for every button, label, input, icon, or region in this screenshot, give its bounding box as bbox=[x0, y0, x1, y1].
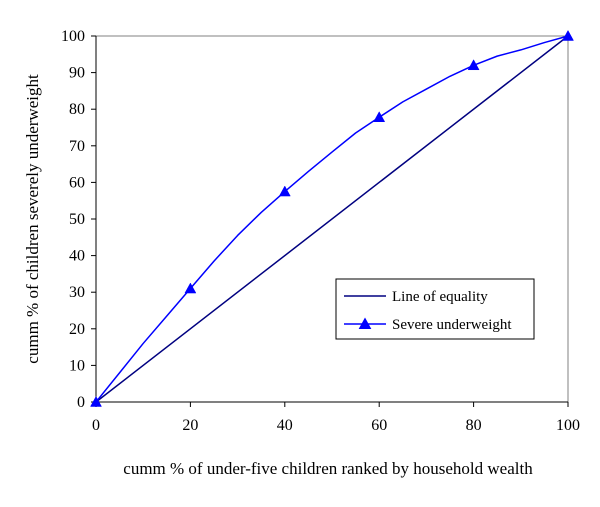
legend-label-severe-underweight: Severe underweight bbox=[392, 317, 512, 333]
series-line-severe-underweight bbox=[95, 35, 569, 403]
x-tick-label: 40 bbox=[277, 417, 293, 434]
data-point-marker bbox=[562, 29, 574, 41]
x-axis-title: cumm % of under-five children ranked by … bbox=[123, 459, 533, 478]
y-tick-label: 50 bbox=[69, 211, 85, 228]
data-point-marker bbox=[278, 185, 291, 197]
x-axis: 0 20 40 60 80 100 bbox=[92, 401, 580, 434]
y-axis-title: cumm % of children severely underweight bbox=[23, 74, 42, 364]
y-tick-label: 100 bbox=[61, 28, 85, 45]
x-tick-label: 0 bbox=[92, 417, 100, 434]
y-tick-label: 30 bbox=[69, 284, 85, 301]
y-axis: 0 10 20 30 40 50 60 70 80 90 100 bbox=[61, 28, 97, 411]
x-tick-label: 80 bbox=[466, 417, 482, 434]
y-tick-label: 10 bbox=[69, 357, 85, 374]
y-tick-label: 60 bbox=[69, 174, 85, 191]
x-tick-label: 60 bbox=[371, 417, 387, 434]
legend-label-line-of-equality: Line of equality bbox=[392, 289, 488, 305]
y-tick-label: 70 bbox=[69, 138, 85, 155]
legend-marker-severe-underweight bbox=[358, 317, 372, 329]
y-tick-label: 20 bbox=[69, 321, 85, 338]
x-tick-label: 100 bbox=[556, 417, 580, 434]
data-point-marker bbox=[90, 395, 102, 407]
x-tick-label: 20 bbox=[182, 417, 198, 434]
y-tick-label: 0 bbox=[77, 394, 85, 411]
y-tick-label: 40 bbox=[69, 248, 85, 265]
series-line-line-of-equality bbox=[95, 35, 569, 403]
y-tick-label: 80 bbox=[69, 101, 85, 118]
legend: Line of equality Severe underweight bbox=[335, 278, 535, 340]
series-layer bbox=[90, 29, 574, 407]
y-tick-label: 90 bbox=[69, 65, 85, 82]
data-point-marker bbox=[373, 111, 386, 123]
data-point-marker bbox=[184, 282, 197, 294]
data-point-marker bbox=[467, 59, 480, 71]
